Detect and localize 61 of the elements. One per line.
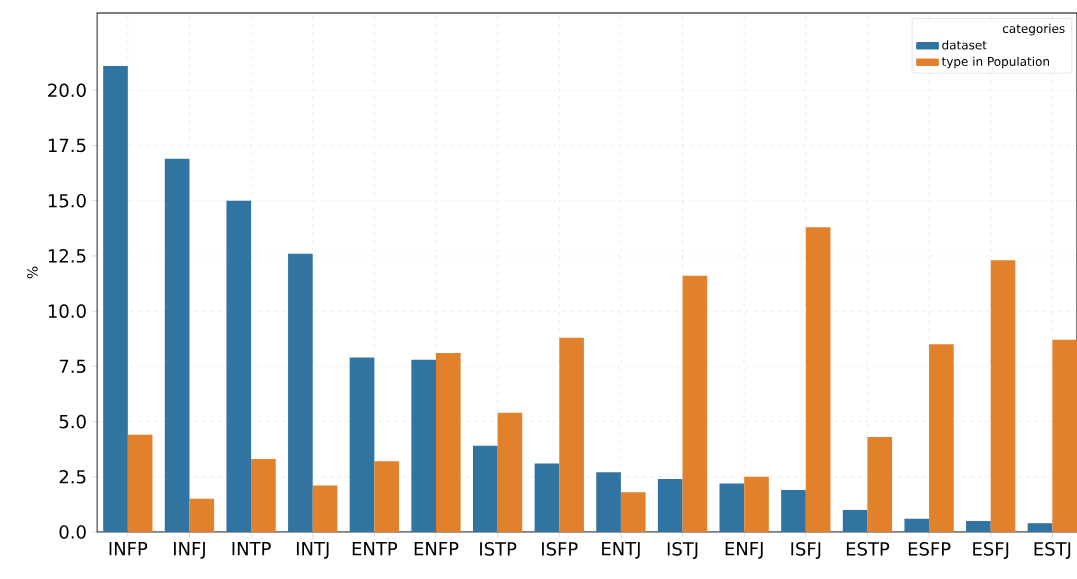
legend-title: categories <box>1002 23 1065 36</box>
y-tick-label: 0.0 <box>59 525 86 539</box>
bar <box>596 472 621 532</box>
x-tick-label: INTJ <box>296 542 329 559</box>
x-tick-label: ESTJ <box>1034 542 1071 559</box>
x-tick-label: ENTP <box>352 542 398 556</box>
y-tick-label: 7.5 <box>59 359 86 374</box>
y-tick-label: 20.0 <box>48 83 86 98</box>
bar <box>719 483 745 532</box>
bar <box>682 275 708 532</box>
x-tick-label: INFJ <box>174 542 205 559</box>
bar <box>472 445 498 532</box>
x-tick-label: INTP <box>232 542 271 556</box>
bar <box>904 518 930 532</box>
legend-label: dataset <box>942 40 987 50</box>
y-tick-label: 12.5 <box>48 249 86 263</box>
x-tick-label: ENTJ <box>602 542 640 559</box>
bar <box>1027 523 1053 532</box>
bar <box>657 479 683 532</box>
bar <box>288 253 313 532</box>
bar <box>497 412 523 532</box>
bar <box>867 437 893 532</box>
bar <box>990 260 1016 532</box>
bar <box>620 492 646 532</box>
x-tick-label: ESFJ <box>973 542 1009 559</box>
bar <box>312 485 338 532</box>
bar <box>842 509 868 532</box>
bar <box>966 520 991 532</box>
bar <box>781 490 806 532</box>
x-tick-label: ISTJ <box>667 542 698 559</box>
x-tick-label: ISTP <box>480 542 517 556</box>
x-tick-label: ESTP <box>846 542 890 556</box>
bar <box>929 344 954 532</box>
y-tick-label: 15.0 <box>48 193 86 208</box>
y-tick-label: 2.5 <box>59 469 86 484</box>
bar <box>103 66 128 532</box>
bar <box>374 461 400 532</box>
bar <box>164 158 190 532</box>
legend-label: type in Population <box>941 56 1050 69</box>
y-axis-title: % <box>27 266 38 279</box>
bar <box>559 337 584 532</box>
y-tick-label: 10.0 <box>48 304 86 318</box>
bar <box>127 434 153 532</box>
bar <box>189 498 215 532</box>
bar <box>534 463 560 532</box>
x-tick-label: ENFJ <box>725 542 763 559</box>
x-tick-label: ENFP <box>414 542 459 556</box>
bar <box>251 459 276 532</box>
bar <box>226 200 252 532</box>
bar <box>349 357 375 532</box>
y-tick-label: 17.5 <box>48 138 86 153</box>
bar <box>744 476 769 532</box>
bar <box>1052 339 1077 532</box>
bar <box>805 227 831 532</box>
x-tick-label: ESFP <box>908 542 951 556</box>
bar <box>436 353 461 532</box>
bar <box>411 359 436 532</box>
x-tick-label: ISFP <box>542 542 578 556</box>
y-tick-label: 5.0 <box>59 414 86 429</box>
x-tick-label: ISFJ <box>791 542 821 559</box>
x-tick-label: INFP <box>109 542 148 556</box>
